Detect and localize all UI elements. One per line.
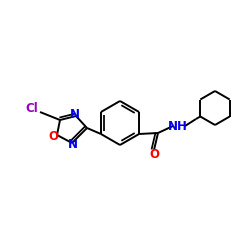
Text: O: O: [48, 130, 58, 142]
Text: N: N: [68, 138, 78, 151]
Text: Cl: Cl: [26, 102, 38, 114]
Text: NH: NH: [168, 120, 188, 132]
Text: O: O: [149, 148, 159, 162]
Text: N: N: [70, 108, 80, 122]
